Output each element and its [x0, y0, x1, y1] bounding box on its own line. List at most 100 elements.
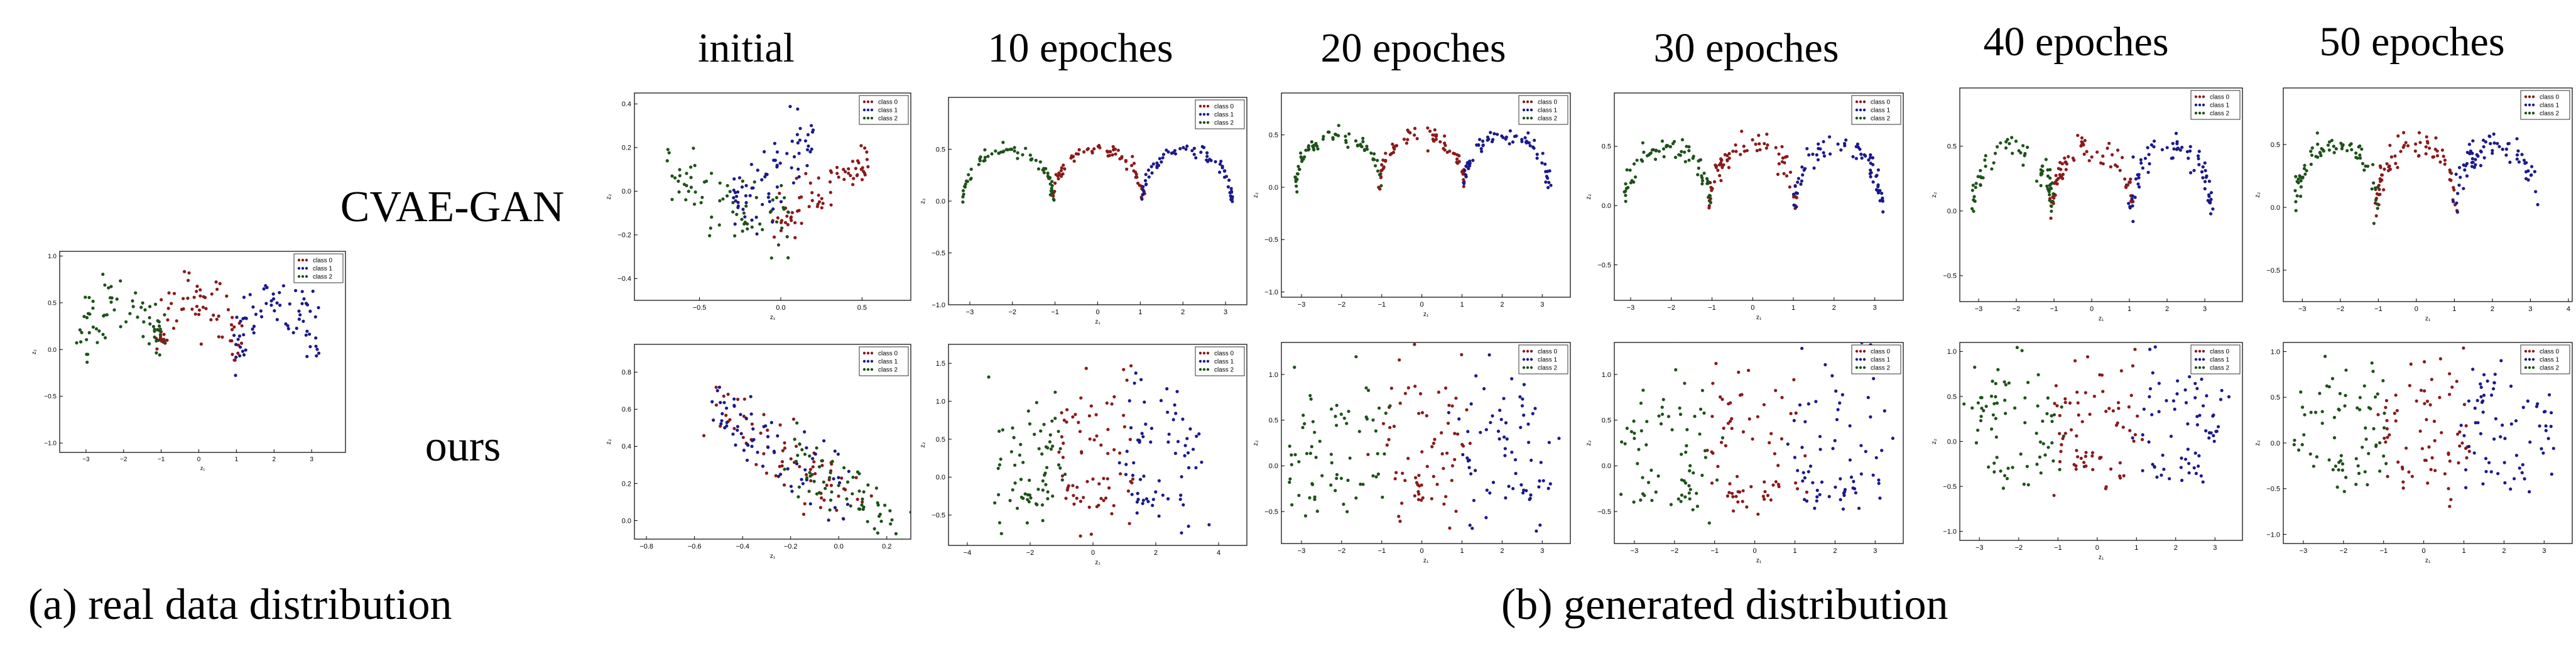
point-class-0: [1072, 159, 1076, 163]
point-class-2: [1023, 492, 1027, 496]
point-class-2: [1038, 160, 1042, 164]
point-class-0: [1730, 417, 1734, 420]
point-class-0: [1064, 496, 1068, 500]
point-class-0: [1393, 477, 1397, 481]
point-class-1: [1144, 182, 1148, 186]
x-tick-label: 0: [1420, 301, 1424, 309]
point-class-0: [1059, 168, 1063, 173]
point-class-1: [2514, 454, 2519, 457]
point-class-1: [1226, 185, 1230, 189]
point-class-2: [808, 454, 812, 458]
point-class-1: [2501, 424, 2504, 427]
point-class-1: [1462, 182, 1466, 185]
point-class-0: [2462, 346, 2465, 350]
point-class-0: [1431, 133, 1435, 137]
point-class-1: [810, 130, 815, 134]
point-class-0: [2076, 401, 2080, 405]
x-tick-label: 3: [1540, 547, 1544, 555]
legend-label-class-1: class 1: [1538, 357, 1558, 364]
point-class-0: [1408, 131, 1412, 134]
point-class-2: [1376, 472, 1380, 476]
legend-marker: [1859, 349, 1862, 353]
point-class-0: [795, 177, 798, 180]
point-class-1: [1854, 156, 1858, 160]
legend-label-class-1: class 1: [1871, 107, 1891, 114]
point-class-1: [241, 317, 245, 320]
point-class-1: [2489, 393, 2494, 397]
point-class-1: [2467, 399, 2471, 403]
legend-marker: [1526, 116, 1530, 120]
point-class-2: [1028, 493, 1032, 497]
point-class-0: [1731, 509, 1736, 513]
point-class-2: [878, 512, 882, 517]
point-class-2: [2041, 442, 2045, 446]
point-class-2: [1970, 189, 1974, 192]
point-class-1: [797, 175, 801, 178]
point-class-2: [2003, 398, 2007, 402]
point-class-2: [2011, 466, 2014, 469]
point-class-0: [822, 498, 826, 502]
point-class-0: [212, 314, 215, 317]
point-class-1: [1214, 160, 1217, 163]
point-class-2: [2299, 185, 2303, 189]
point-class-0: [856, 173, 859, 177]
legend-label-class-0: class 0: [1538, 99, 1558, 106]
point-class-0: [835, 172, 839, 175]
point-class-2: [1290, 462, 1293, 467]
point-class-0: [2460, 441, 2464, 445]
point-class-2: [1991, 380, 1994, 383]
point-class-2: [1973, 365, 1977, 369]
point-class-1: [1815, 153, 1818, 157]
point-class-0: [736, 397, 740, 402]
point-class-2: [885, 559, 888, 562]
point-class-1: [2183, 457, 2188, 461]
y-tick-label: 0.5: [1947, 143, 1957, 151]
point-class-1: [785, 151, 789, 155]
point-class-1: [736, 190, 740, 194]
point-class-1: [2550, 473, 2553, 476]
point-class-1: [1171, 418, 1175, 422]
point-class-2: [2371, 163, 2375, 167]
point-class-2: [2350, 148, 2354, 151]
point-class-2: [85, 337, 89, 342]
point-class-0: [825, 483, 829, 487]
point-class-0: [1398, 520, 1402, 523]
legend-marker: [1522, 366, 1526, 369]
point-class-2: [2354, 483, 2358, 486]
x-tick-label: −1: [1378, 547, 1386, 555]
point-class-1: [2474, 163, 2477, 167]
x-tick-label: 0: [2090, 305, 2094, 313]
point-class-1: [1474, 469, 1477, 473]
point-class-1: [1541, 479, 1545, 483]
point-class-0: [2427, 146, 2432, 150]
point-class-0: [1107, 486, 1111, 490]
legend-marker: [2524, 349, 2528, 353]
point-class-2: [2013, 406, 2017, 410]
point-class-1: [2472, 451, 2476, 455]
plot-frame: [1281, 92, 1571, 298]
point-class-1: [2188, 145, 2192, 148]
point-class-2: [812, 479, 816, 483]
point-class-1: [1528, 498, 1531, 501]
point-class-0: [1075, 485, 1079, 489]
point-class-2: [1026, 409, 1030, 413]
point-class-0: [1059, 174, 1063, 178]
point-class-2: [136, 315, 139, 319]
point-class-2: [862, 490, 866, 494]
point-class-1: [1138, 439, 1141, 442]
point-class-2: [1033, 432, 1036, 436]
point-class-2: [1649, 468, 1653, 472]
point-class-0: [1710, 450, 1714, 454]
x-tick-label: 0: [1751, 304, 1754, 312]
point-class-1: [745, 458, 749, 462]
point-class-1: [1144, 173, 1148, 177]
point-class-1: [2203, 161, 2207, 165]
legend-marker: [2198, 111, 2202, 115]
point-class-1: [790, 139, 794, 143]
point-class-1: [1173, 403, 1177, 407]
point-class-0: [2129, 177, 2133, 181]
point-class-0: [2423, 402, 2427, 405]
point-class-2: [1680, 493, 1684, 497]
point-class-2: [901, 545, 905, 548]
y-tick-label: 0.0: [1269, 462, 1278, 470]
